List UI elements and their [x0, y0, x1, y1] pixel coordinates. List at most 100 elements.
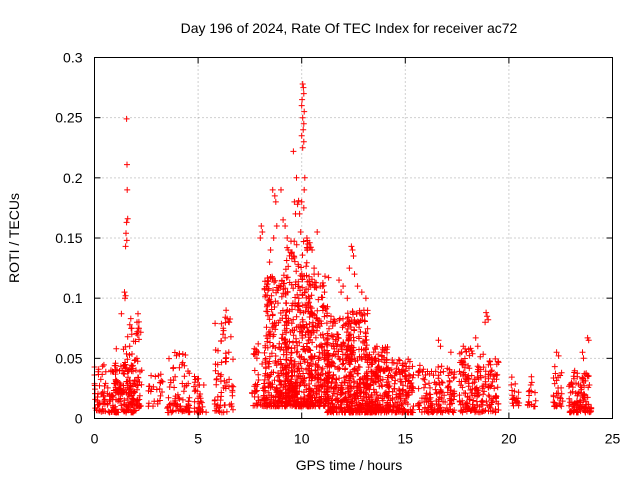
data-point	[267, 331, 274, 337]
data-point	[99, 363, 106, 370]
data-points	[91, 81, 595, 416]
data-point	[424, 409, 431, 416]
data-point	[328, 384, 335, 391]
data-point	[222, 385, 229, 392]
data-point	[331, 345, 338, 352]
data-point	[294, 348, 301, 355]
data-point	[156, 397, 163, 404]
data-point	[112, 360, 119, 367]
data-point	[280, 216, 287, 223]
data-point	[155, 372, 162, 379]
data-point	[174, 403, 181, 410]
data-point	[282, 223, 289, 229]
data-point	[225, 349, 232, 356]
data-point	[255, 340, 262, 347]
data-point	[351, 327, 358, 334]
data-point	[306, 320, 313, 327]
data-point	[261, 380, 267, 387]
data-point	[285, 369, 292, 376]
data-point	[212, 347, 219, 353]
data-point	[263, 332, 270, 339]
data-point	[136, 336, 142, 343]
data-point	[272, 358, 279, 364]
data-point	[263, 324, 270, 331]
data-point	[447, 349, 454, 356]
data-point	[297, 229, 304, 235]
data-point	[456, 368, 463, 375]
data-point	[342, 374, 349, 381]
data-point	[288, 238, 294, 245]
data-point	[226, 376, 233, 383]
data-point	[512, 380, 519, 387]
data-point	[252, 388, 259, 395]
data-point	[181, 362, 188, 369]
data-point	[268, 300, 275, 307]
data-point	[302, 308, 309, 315]
data-point	[305, 302, 311, 309]
data-point	[222, 334, 229, 341]
data-point	[295, 403, 302, 410]
data-point	[333, 342, 340, 349]
data-point	[257, 235, 264, 241]
data-point	[275, 300, 281, 307]
data-point	[326, 363, 333, 370]
data-point	[314, 229, 321, 235]
data-point	[124, 186, 131, 193]
data-point	[286, 393, 293, 400]
data-point	[295, 197, 302, 204]
data-point	[94, 401, 101, 408]
data-point	[106, 409, 113, 416]
data-point	[277, 310, 284, 316]
data-point	[121, 289, 128, 296]
data-point	[327, 407, 334, 414]
data-point	[293, 241, 300, 248]
data-point	[282, 336, 289, 343]
data-point	[165, 394, 172, 401]
data-point	[276, 340, 283, 347]
data-point	[395, 356, 402, 363]
data-point	[306, 314, 313, 320]
data-point	[176, 395, 183, 402]
data-point	[340, 283, 347, 290]
data-point	[279, 335, 286, 342]
data-point	[333, 382, 340, 388]
data-point	[292, 402, 299, 409]
data-point	[326, 407, 333, 414]
data-point	[269, 276, 276, 282]
data-point	[255, 377, 262, 383]
y-tick-label: 0.25	[55, 110, 82, 126]
data-point	[154, 400, 161, 407]
data-point	[124, 215, 131, 222]
data-point	[113, 345, 120, 352]
data-point	[271, 377, 278, 384]
data-point	[295, 303, 302, 310]
data-point	[339, 408, 346, 415]
data-point	[157, 392, 164, 399]
data-point	[438, 363, 445, 370]
data-point	[300, 370, 307, 377]
data-point	[336, 375, 343, 382]
data-point	[118, 310, 125, 317]
y-tick-label: 0.15	[55, 230, 82, 246]
x-tick-label: 15	[398, 431, 414, 447]
data-point	[146, 383, 153, 390]
data-point	[329, 393, 336, 399]
data-point	[324, 303, 331, 310]
data-point	[295, 278, 302, 285]
data-point	[333, 396, 339, 403]
data-point	[351, 271, 358, 278]
data-point	[217, 378, 224, 385]
data-point	[299, 316, 306, 323]
data-point	[262, 355, 269, 362]
data-point	[284, 274, 291, 281]
data-point	[152, 373, 159, 380]
data-point	[128, 325, 135, 332]
data-point	[311, 265, 318, 272]
data-point	[345, 314, 352, 321]
data-point	[326, 374, 333, 381]
data-point	[227, 333, 234, 340]
data-point	[334, 331, 340, 338]
data-point	[330, 371, 337, 378]
data-point	[308, 354, 315, 361]
data-point	[300, 90, 307, 97]
